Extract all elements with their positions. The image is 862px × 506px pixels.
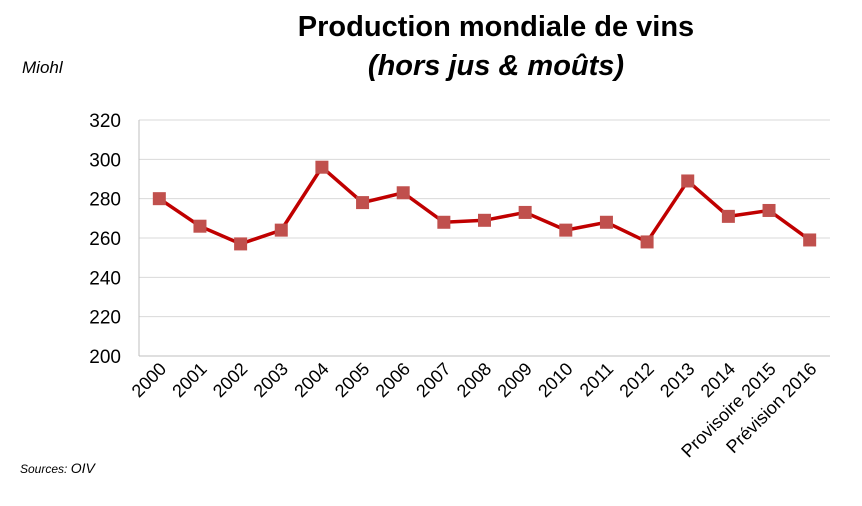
- x-tick-label: 2009: [494, 359, 536, 401]
- y-tick-label: 300: [89, 150, 121, 171]
- x-tick-label: 2012: [615, 359, 657, 401]
- y-tick-label: 280: [89, 190, 121, 211]
- y-tick-label: 200: [89, 347, 121, 368]
- x-tick-label: 2007: [412, 359, 454, 401]
- data-point-marker: [274, 223, 288, 237]
- source-note: Sources: OIV: [20, 460, 95, 476]
- data-point-marker: [518, 205, 532, 219]
- data-point-marker: [396, 186, 410, 200]
- data-point-marker: [152, 192, 166, 206]
- x-tick-label: 2008: [453, 359, 495, 401]
- x-tick-label: 2006: [372, 359, 414, 401]
- data-point-marker: [721, 209, 735, 223]
- data-point-marker: [681, 174, 695, 188]
- source-name: OIV: [70, 460, 95, 476]
- x-tick-label: 2005: [331, 359, 373, 401]
- x-tick-label: 2013: [656, 359, 698, 401]
- x-tick-label: 2011: [576, 359, 618, 401]
- x-tick-label: 2004: [290, 359, 332, 401]
- x-tick-label: 2000: [128, 359, 170, 401]
- x-tick-label: 2001: [168, 359, 210, 401]
- data-point-marker: [599, 215, 613, 229]
- x-tick-labels: 2000200120022003200420052006200720082009…: [128, 359, 821, 462]
- data-point-marker: [356, 196, 370, 210]
- data-point-marker: [193, 219, 207, 233]
- data-point-marker: [640, 235, 654, 249]
- y-tick-label: 320: [89, 111, 121, 132]
- y-axis-unit-label: Miohl: [22, 58, 63, 77]
- data-point-marker: [315, 160, 329, 174]
- data-point-marker: [803, 233, 817, 247]
- y-tick-label: 240: [89, 268, 121, 289]
- data-point-marker: [478, 213, 491, 227]
- chart-subtitle: (hors jus & moûts): [367, 50, 625, 82]
- data-point-marker: [559, 223, 573, 237]
- data-point-marker: [762, 203, 776, 217]
- x-tick-label: 2003: [250, 359, 292, 401]
- x-tick-label: 2002: [209, 359, 251, 401]
- y-tick-labels: 200 220 240 260 280 300 320: [89, 111, 121, 368]
- x-tick-label: 2010: [534, 359, 576, 401]
- y-tick-label: 260: [89, 229, 121, 250]
- axes: [138, 120, 830, 357]
- series-line: [158, 164, 811, 246]
- data-point-marker: [437, 215, 451, 229]
- y-tick-label: 220: [89, 308, 121, 329]
- series: [152, 160, 817, 251]
- data-point-marker: [234, 237, 248, 251]
- source-label: Sources:: [20, 462, 68, 476]
- chart-title: Production mondiale de vins: [297, 11, 695, 43]
